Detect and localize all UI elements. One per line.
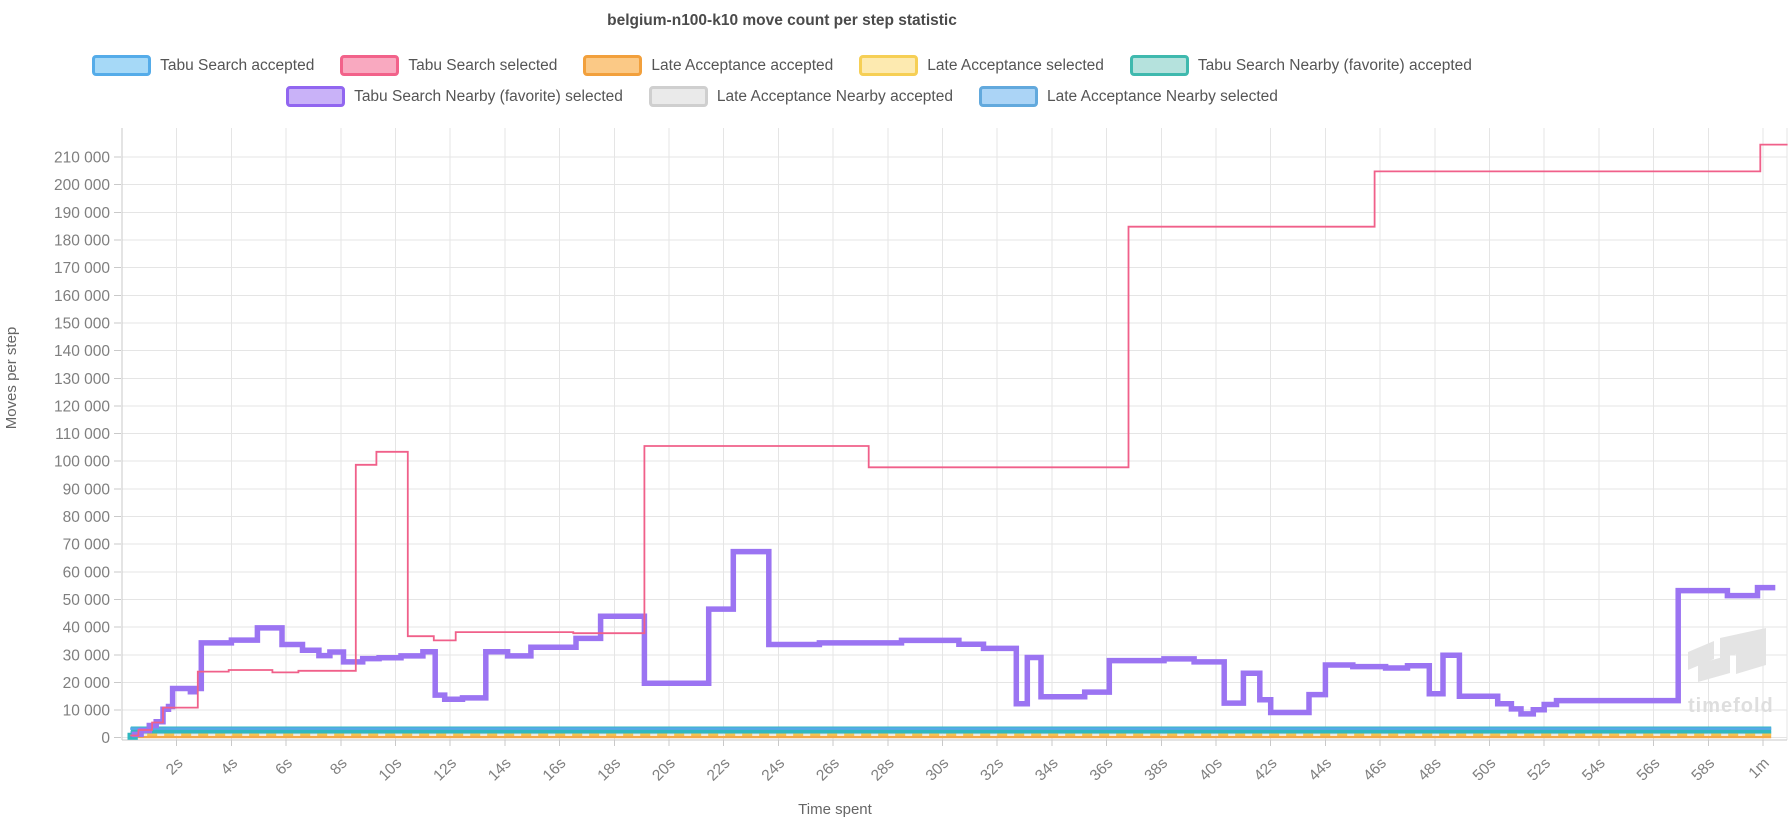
svg-text:1m: 1m [1746,755,1773,782]
svg-text:0: 0 [101,730,110,747]
svg-text:16s: 16s [540,755,570,785]
svg-text:28s: 28s [868,755,898,785]
legend-swatch-lan_accepted [648,86,708,107]
legend-swatch-ts_accepted [92,55,152,76]
legend-item-la_accepted[interactable]: Late Acceptance accepted [583,55,833,76]
series-line-ts_selected [130,143,1788,737]
svg-text:42s: 42s [1251,755,1281,785]
svg-text:6s: 6s [272,755,296,779]
legend-swatch-lan_selected [978,86,1038,107]
svg-text:58s: 58s [1688,755,1718,785]
legend-label: Tabu Search selected [408,56,558,74]
axis-lines [121,128,1787,741]
legend-swatch-tsn_accepted [1129,55,1189,76]
svg-text:30 000: 30 000 [63,647,111,664]
legend-row-1: Tabu Search accepted Tabu Search selected… [0,55,1564,76]
svg-text:26s: 26s [813,755,843,785]
svg-text:34s: 34s [1032,755,1062,785]
chart-title: belgium-n100-k10 move count per step sta… [607,12,957,29]
legend-label: Late Acceptance Nearby accepted [716,87,953,105]
legend-item-tsn_accepted[interactable]: Tabu Search Nearby (favorite) accepted [1129,55,1472,76]
svg-text:20 000: 20 000 [63,675,111,692]
legend-label: Late Acceptance accepted [651,56,834,74]
legend-label: Late Acceptance Nearby selected [1046,87,1278,105]
svg-text:20s: 20s [649,755,679,785]
svg-text:90 000: 90 000 [63,481,111,498]
svg-text:150 000: 150 000 [54,315,110,332]
legend-row-2: Tabu Search Nearby (favorite) selected La… [0,86,1564,107]
legend-swatch-ts_selected [340,55,400,76]
tick-marks [114,156,1764,746]
grid-lines [122,128,1788,740]
svg-text:50 000: 50 000 [63,592,111,609]
svg-text:160 000: 160 000 [54,288,110,305]
svg-text:10s: 10s [376,755,406,785]
svg-text:36s: 36s [1087,755,1117,785]
legend-label: Tabu Search Nearby (favorite) accepted [1197,56,1472,74]
legend-swatch-la_selected [859,55,919,76]
svg-text:14s: 14s [485,755,515,785]
svg-text:60 000: 60 000 [63,564,111,581]
timefold-watermark: timefold [1688,628,1774,717]
svg-text:38s: 38s [1141,755,1171,785]
svg-text:8s: 8s [327,755,351,779]
svg-text:52s: 52s [1524,755,1554,785]
y-axis-tick-labels: 0 10 000 20 000 30 000 40 000 50 000 60 000 70 … [54,150,110,748]
svg-text:130 000: 130 000 [54,371,110,388]
svg-text:190 000: 190 000 [54,205,110,222]
svg-text:70 000: 70 000 [63,537,111,554]
svg-text:110 000: 110 000 [55,426,110,443]
legend-item-la_selected[interactable]: Late Acceptance selected [859,55,1104,76]
x-axis-title: Time spent [798,801,872,818]
legend-item-lan_selected[interactable]: Late Acceptance Nearby selected [978,86,1278,107]
svg-text:180 000: 180 000 [54,233,110,250]
svg-text:120 000: 120 000 [54,398,110,415]
legend-item-ts_selected[interactable]: Tabu Search selected [340,55,557,76]
svg-text:56s: 56s [1634,755,1664,785]
svg-text:18s: 18s [594,755,624,785]
svg-text:48s: 48s [1415,755,1445,785]
legend-item-lan_accepted[interactable]: Late Acceptance Nearby accepted [648,86,953,107]
series-line-tsn_selected [131,548,1776,738]
svg-text:140 000: 140 000 [54,343,110,360]
svg-text:22s: 22s [704,755,734,785]
svg-text:32s: 32s [977,755,1007,785]
svg-text:200 000: 200 000 [54,177,110,194]
svg-text:12s: 12s [430,755,460,785]
watermark-text: timefold [1688,695,1774,717]
legend-item-ts_accepted[interactable]: Tabu Search accepted [92,55,314,76]
y-axis-title: Moves per step [3,326,20,430]
svg-text:10 000: 10 000 [63,703,111,720]
legend-label: Tabu Search Nearby (favorite) selected [354,87,623,105]
legend-swatch-tsn_selected [286,86,346,107]
svg-text:210 000: 210 000 [54,150,110,167]
svg-text:24s: 24s [759,755,789,785]
svg-text:44s: 44s [1306,755,1336,785]
svg-text:40s: 40s [1196,755,1226,785]
legend-swatch-la_accepted [583,55,643,76]
legend-label: Late Acceptance selected [927,56,1104,74]
svg-text:100 000: 100 000 [54,454,110,471]
data-series [127,143,1788,740]
svg-text:4s: 4s [218,755,242,779]
svg-text:50s: 50s [1470,755,1500,785]
svg-text:170 000: 170 000 [54,260,110,277]
svg-text:80 000: 80 000 [63,509,111,526]
svg-text:40 000: 40 000 [63,620,111,637]
legend-item-tsn_selected[interactable]: Tabu Search Nearby (favorite) selected [286,86,623,107]
svg-text:2s: 2s [163,755,187,779]
x-axis-tick-labels: 2s 4s 6s 8s 10s 12s 14s 16s 18s 20s 22s 24s 26s 28s 30… [163,755,1773,785]
svg-text:46s: 46s [1360,755,1390,785]
legend-label: Tabu Search accepted [160,56,315,74]
svg-text:54s: 54s [1579,755,1609,785]
svg-text:30s: 30s [923,755,953,785]
